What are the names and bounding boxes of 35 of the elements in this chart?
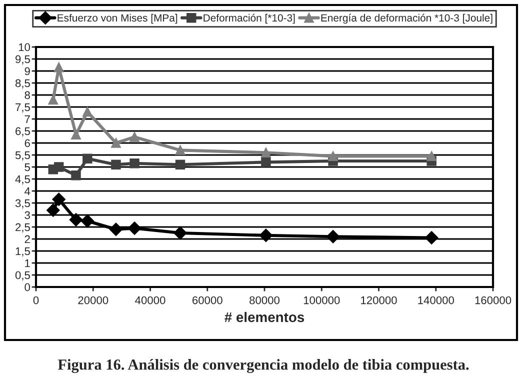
y-tick-label: 5 <box>24 163 30 172</box>
x-tick-label: 120000 <box>361 296 397 304</box>
legend-label: Esfuerzo von Mises [MPa] <box>58 14 178 24</box>
y-tick-label: 10 <box>18 43 30 52</box>
x-tick-label: 140000 <box>418 296 454 304</box>
y-tick-label: 5,5 <box>15 151 30 160</box>
x-axis-title: # elementos <box>224 312 304 322</box>
y-tick-label: 9 <box>24 67 30 76</box>
y-tick-label: 2,5 <box>16 223 30 232</box>
y-tick-label: 0,5 <box>15 271 30 280</box>
legend-label: Deformación [*10-3] <box>204 14 295 24</box>
y-tick-label: 4 <box>24 187 30 196</box>
y-tick-label: 2 <box>24 235 30 244</box>
y-tick-label: 7,5 <box>16 103 30 112</box>
x-tick-label: 60000 <box>192 296 222 304</box>
y-tick-label: 3,5 <box>15 199 30 208</box>
x-tick-label: 40000 <box>135 296 166 304</box>
y-tick-label: 7 <box>24 115 30 124</box>
y-tick-label: 8,5 <box>15 79 30 88</box>
y-tick-label: 9,5 <box>16 55 30 64</box>
y-tick-label: 6,5 <box>16 127 30 136</box>
x-tick-label: 0 <box>33 296 39 304</box>
y-tick-label: 6 <box>24 139 30 148</box>
y-tick-label: 4,5 <box>15 175 30 184</box>
y-tick-label: 8 <box>24 91 30 100</box>
y-tick-label: 3 <box>24 211 30 220</box>
x-tick-label: 100000 <box>304 296 340 304</box>
y-tick-label: 1 <box>25 259 30 268</box>
y-tick-label: 0 <box>24 283 30 292</box>
x-tick-label: 20000 <box>78 296 108 304</box>
y-tick-label: 1,5 <box>16 247 30 256</box>
legend-label: Energía de deformación *10-3 [Joule] <box>321 14 492 24</box>
x-tick-label: 80000 <box>250 296 280 304</box>
x-tick-label: 160000 <box>475 296 512 304</box>
text: Figura 16. Análisis de convergencia modelo de tibia compuesta. <box>58 359 469 373</box>
